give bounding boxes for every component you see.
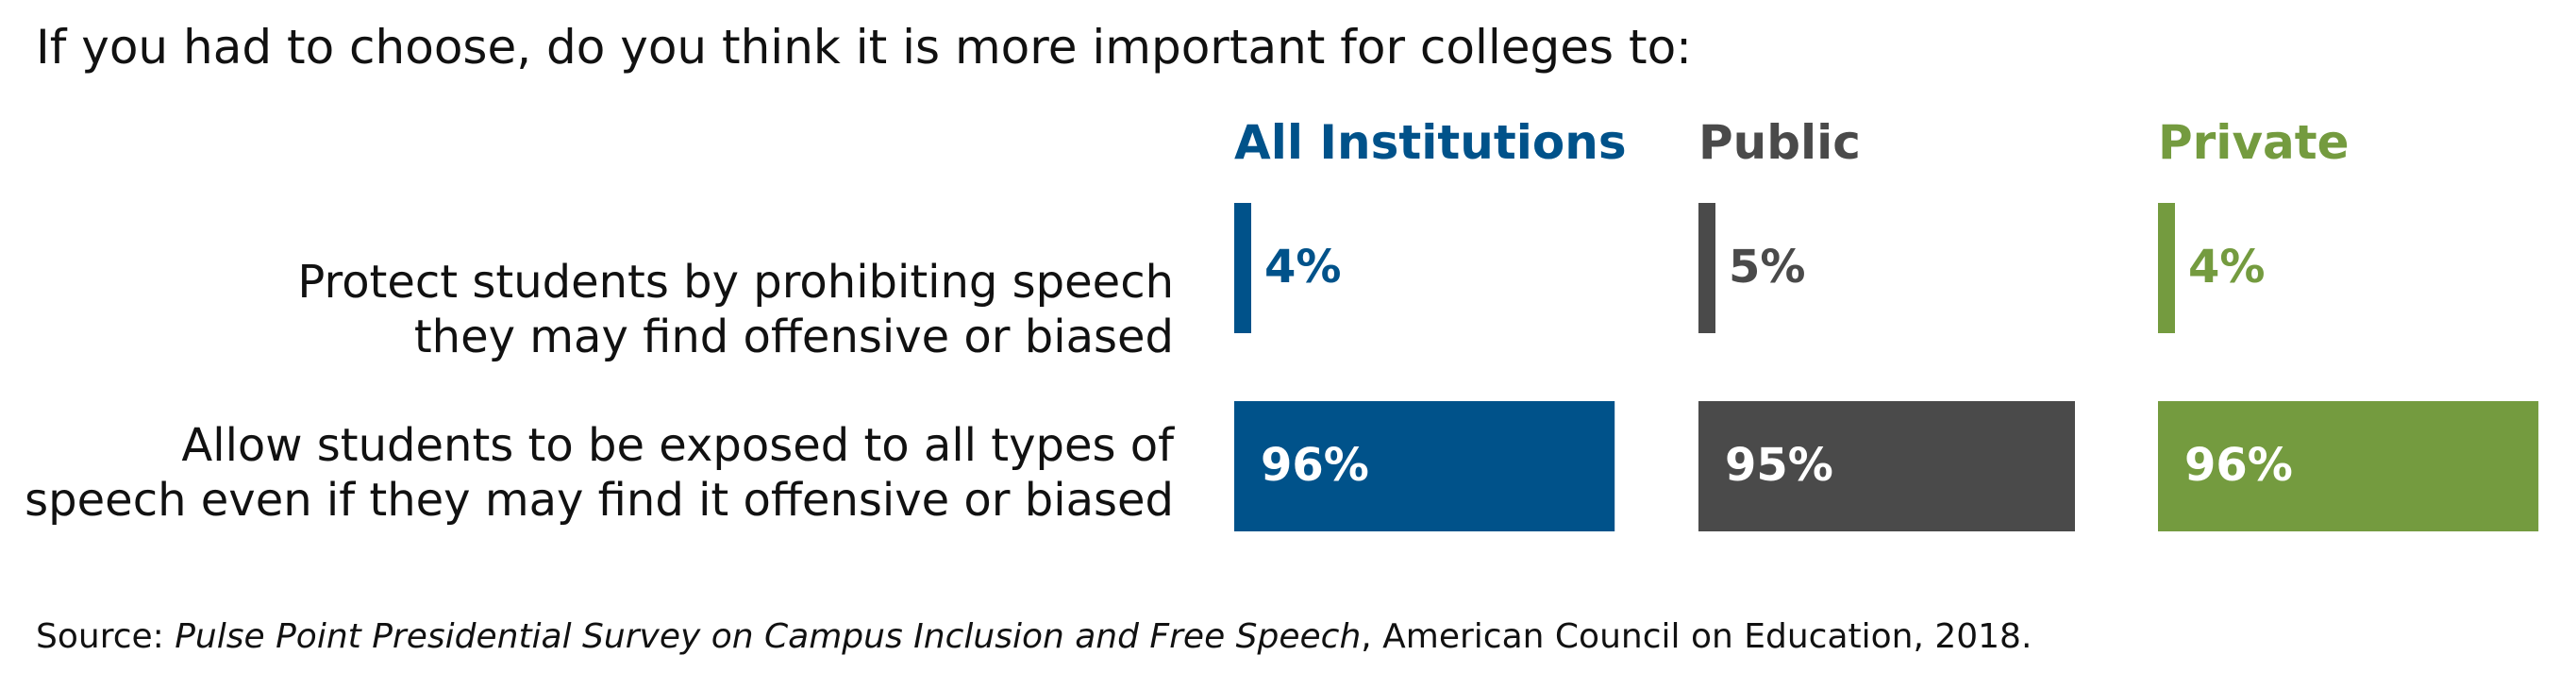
source-note: Source: Pulse Point Presidential Survey … — [36, 616, 2032, 657]
bar-all-institutions-row-2 — [1234, 401, 1615, 531]
value-label-all-institutions-row-2: 96% — [1261, 439, 1369, 492]
bar-public-row-1 — [1698, 203, 1715, 333]
value-label-all-institutions-row-1: 4% — [1264, 241, 1342, 294]
row-label-protect-students: Protect students by prohibiting speech t… — [297, 256, 1174, 363]
value-label-private-row-1: 4% — [2188, 241, 2266, 294]
source-title: Pulse Point Presidential Survey on Campu… — [175, 617, 1362, 656]
bar-private-row-2 — [2158, 401, 2539, 531]
row-label-allow-students: Allow students to be exposed to all type… — [25, 419, 1174, 527]
value-label-public-row-2: 95% — [1725, 439, 1833, 492]
source-suffix: , American Council on Education, 2018. — [1361, 617, 2032, 656]
value-label-private-row-2: 96% — [2184, 439, 2293, 492]
source-prefix: Source: — [36, 617, 176, 656]
legend-public: Public — [1698, 115, 1861, 170]
chart-question-title: If you had to choose, do you think it is… — [36, 20, 1693, 75]
bar-all-institutions-row-1 — [1234, 203, 1251, 333]
value-label-public-row-1: 5% — [1729, 241, 1806, 294]
bar-public-row-2 — [1698, 401, 2075, 531]
legend-all-institutions: All Institutions — [1234, 115, 1627, 170]
bar-private-row-1 — [2158, 203, 2175, 333]
legend-private: Private — [2158, 115, 2350, 170]
